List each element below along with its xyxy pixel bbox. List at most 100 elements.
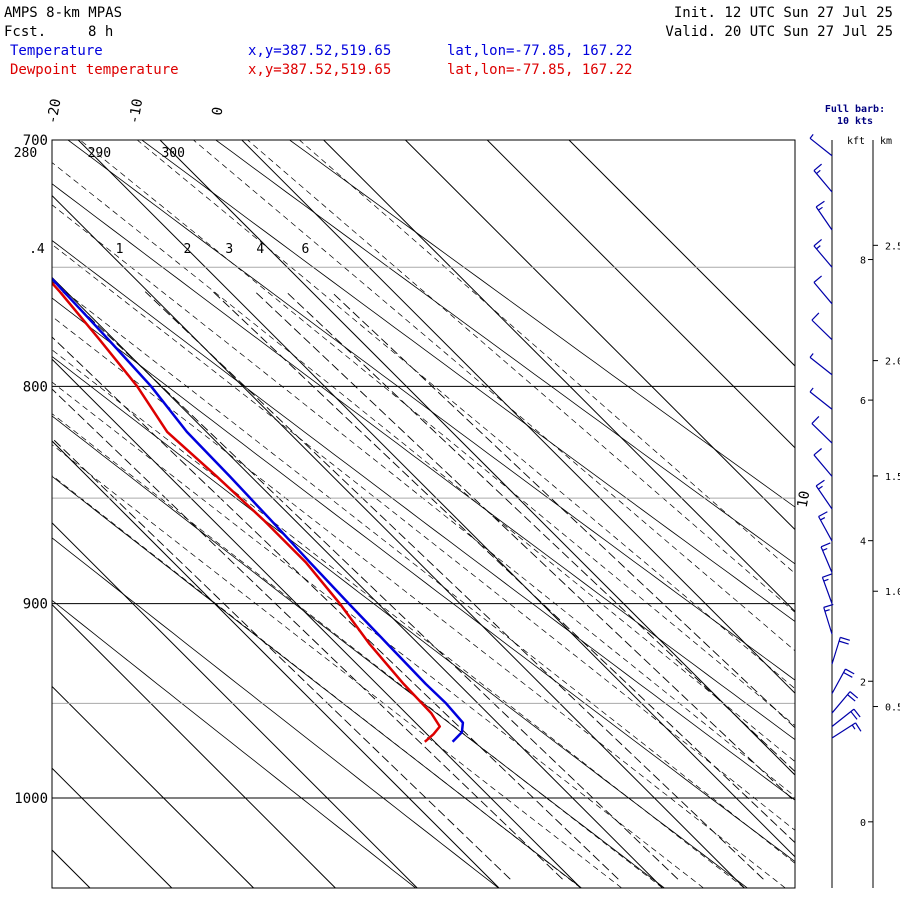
isotherm-line bbox=[52, 276, 663, 888]
wind-barb-half-feather bbox=[809, 134, 814, 139]
isotherm-line bbox=[322, 140, 795, 613]
dry-adiabat bbox=[52, 183, 795, 741]
mixing-ratio-line bbox=[52, 336, 619, 880]
wind-barb-staff bbox=[831, 668, 846, 694]
wind-barb-staff bbox=[831, 691, 851, 714]
isotherm-line bbox=[52, 440, 500, 888]
isotherm-line bbox=[52, 603, 336, 888]
wind-barb-feather bbox=[845, 668, 855, 675]
km-tick-label: 0.5 bbox=[885, 703, 900, 714]
wind-barb-staff bbox=[831, 722, 856, 739]
kft-tick-label: 4 bbox=[860, 537, 866, 548]
legend-temperature-name: Temperature bbox=[10, 43, 103, 59]
dewpoint-profile bbox=[52, 281, 442, 743]
dry-adiabat bbox=[67, 140, 795, 681]
mixing-ratio-label: 1 bbox=[116, 242, 124, 257]
legend-temperature-latlon: lat,lon=-77.85, 167.22 bbox=[447, 43, 632, 59]
isotherm-line bbox=[52, 522, 418, 888]
wind-barb-staff bbox=[811, 423, 833, 444]
mixing-ratio-line bbox=[331, 291, 795, 729]
pressure-tick-label: 700 bbox=[23, 133, 48, 149]
isotherm-line bbox=[77, 140, 795, 858]
dry-adiabat bbox=[52, 239, 795, 801]
wind-barb-feather bbox=[822, 573, 832, 578]
wind-barb-feather bbox=[853, 708, 861, 718]
moist-adiabat bbox=[52, 204, 795, 797]
wind-barb-feather bbox=[849, 691, 859, 699]
wind-barb-feather bbox=[847, 694, 856, 702]
moist-adiabat bbox=[136, 140, 795, 690]
wind-barb-staff bbox=[809, 137, 833, 157]
mixing-ratio-label: 4 bbox=[256, 242, 264, 257]
wind-barb-feather bbox=[840, 636, 851, 641]
wind-barb-half-feather bbox=[823, 578, 829, 582]
wind-barb-half-feather bbox=[809, 387, 814, 393]
mixing-ratio-label: 6 bbox=[301, 242, 309, 257]
wind-barb-staff bbox=[811, 319, 833, 341]
barb-note-1: Full barb: bbox=[825, 104, 885, 115]
dry-adiabat bbox=[52, 599, 416, 888]
moist-adiabat bbox=[52, 162, 795, 763]
isotherm-line bbox=[486, 140, 795, 449]
chart-labels: 7008009001000-70-60-50-40-30-20-10010220… bbox=[14, 97, 814, 807]
isotherm-line bbox=[241, 140, 795, 694]
temperature-profile bbox=[52, 276, 465, 743]
moist-adiabat bbox=[52, 315, 786, 888]
moist-adiabat bbox=[52, 413, 663, 888]
moist-adiabat bbox=[52, 381, 704, 888]
wind-barb-feather bbox=[855, 722, 862, 732]
wind-barb-half-feather bbox=[820, 517, 826, 521]
moist-adiabat bbox=[52, 444, 622, 888]
forecast-label: Fcst. bbox=[4, 24, 46, 40]
moist-adiabat bbox=[192, 140, 795, 652]
km-tick-label: 2.0 bbox=[885, 357, 900, 368]
init-time: Init. 12 UTC Sun 27 Jul 25 bbox=[674, 5, 893, 21]
kft-tick-label: 6 bbox=[860, 396, 866, 407]
profiles bbox=[52, 276, 465, 743]
wind-barb-staff bbox=[815, 485, 833, 510]
dry-adiabat bbox=[52, 475, 582, 888]
legend-temperature-xy: x,y=387.52,519.65 bbox=[248, 43, 391, 59]
wind-barb-half-feather bbox=[816, 169, 821, 175]
wind-barb-feather bbox=[813, 275, 822, 283]
isotherm-line bbox=[52, 358, 582, 888]
valid-time: Valid. 20 UTC Sun 27 Jul 25 bbox=[665, 24, 893, 40]
dry-adiabat-label: 280 bbox=[14, 146, 37, 161]
plot-frame bbox=[51, 139, 796, 889]
wind-barb-feather bbox=[820, 542, 831, 548]
wind-barb-staff bbox=[820, 546, 833, 573]
wind-barb-feather bbox=[838, 640, 849, 645]
model-title: AMPS 8-km MPAS bbox=[4, 5, 122, 21]
wind-barb-half-feather bbox=[818, 485, 823, 490]
kft-tick-label: 0 bbox=[860, 818, 866, 829]
moist-adiabat bbox=[52, 349, 745, 888]
wind-barb-staff bbox=[813, 245, 833, 268]
mixing-ratio-line bbox=[62, 291, 679, 880]
barb-note-2: 10 kts bbox=[837, 116, 873, 127]
wind-barb-staff bbox=[823, 607, 833, 635]
wind-barb-half-feather bbox=[824, 609, 830, 612]
legend-dewpoint-latlon: lat,lon=-77.85, 167.22 bbox=[447, 62, 632, 78]
pressure-tick-label: 900 bbox=[23, 597, 48, 613]
wind-barb-staff bbox=[813, 282, 833, 305]
wind-barb-feather bbox=[815, 200, 825, 208]
wind-barb-feather bbox=[815, 479, 825, 487]
dry-adiabat bbox=[141, 140, 795, 623]
pressure-tick-label: 800 bbox=[23, 379, 48, 395]
wind-barb-half-feather bbox=[822, 547, 828, 551]
wind-barb-staff bbox=[813, 170, 833, 193]
forecast-value: 8 h bbox=[88, 24, 113, 40]
dry-adiabat-label: 300 bbox=[161, 146, 184, 161]
wind-barb-staff bbox=[818, 516, 833, 542]
mixing-ratio-line bbox=[144, 291, 764, 880]
wind-barb-feather bbox=[811, 416, 820, 425]
dry-adiabat bbox=[52, 537, 499, 888]
background-lines bbox=[52, 140, 795, 888]
isotherm-line bbox=[52, 194, 745, 888]
isotherm-line bbox=[404, 140, 795, 531]
km-unit-label: km bbox=[880, 136, 892, 147]
isotherm-line bbox=[159, 140, 795, 776]
wind-barb-staff bbox=[809, 356, 833, 376]
wind-barb-half-feather bbox=[851, 724, 856, 730]
